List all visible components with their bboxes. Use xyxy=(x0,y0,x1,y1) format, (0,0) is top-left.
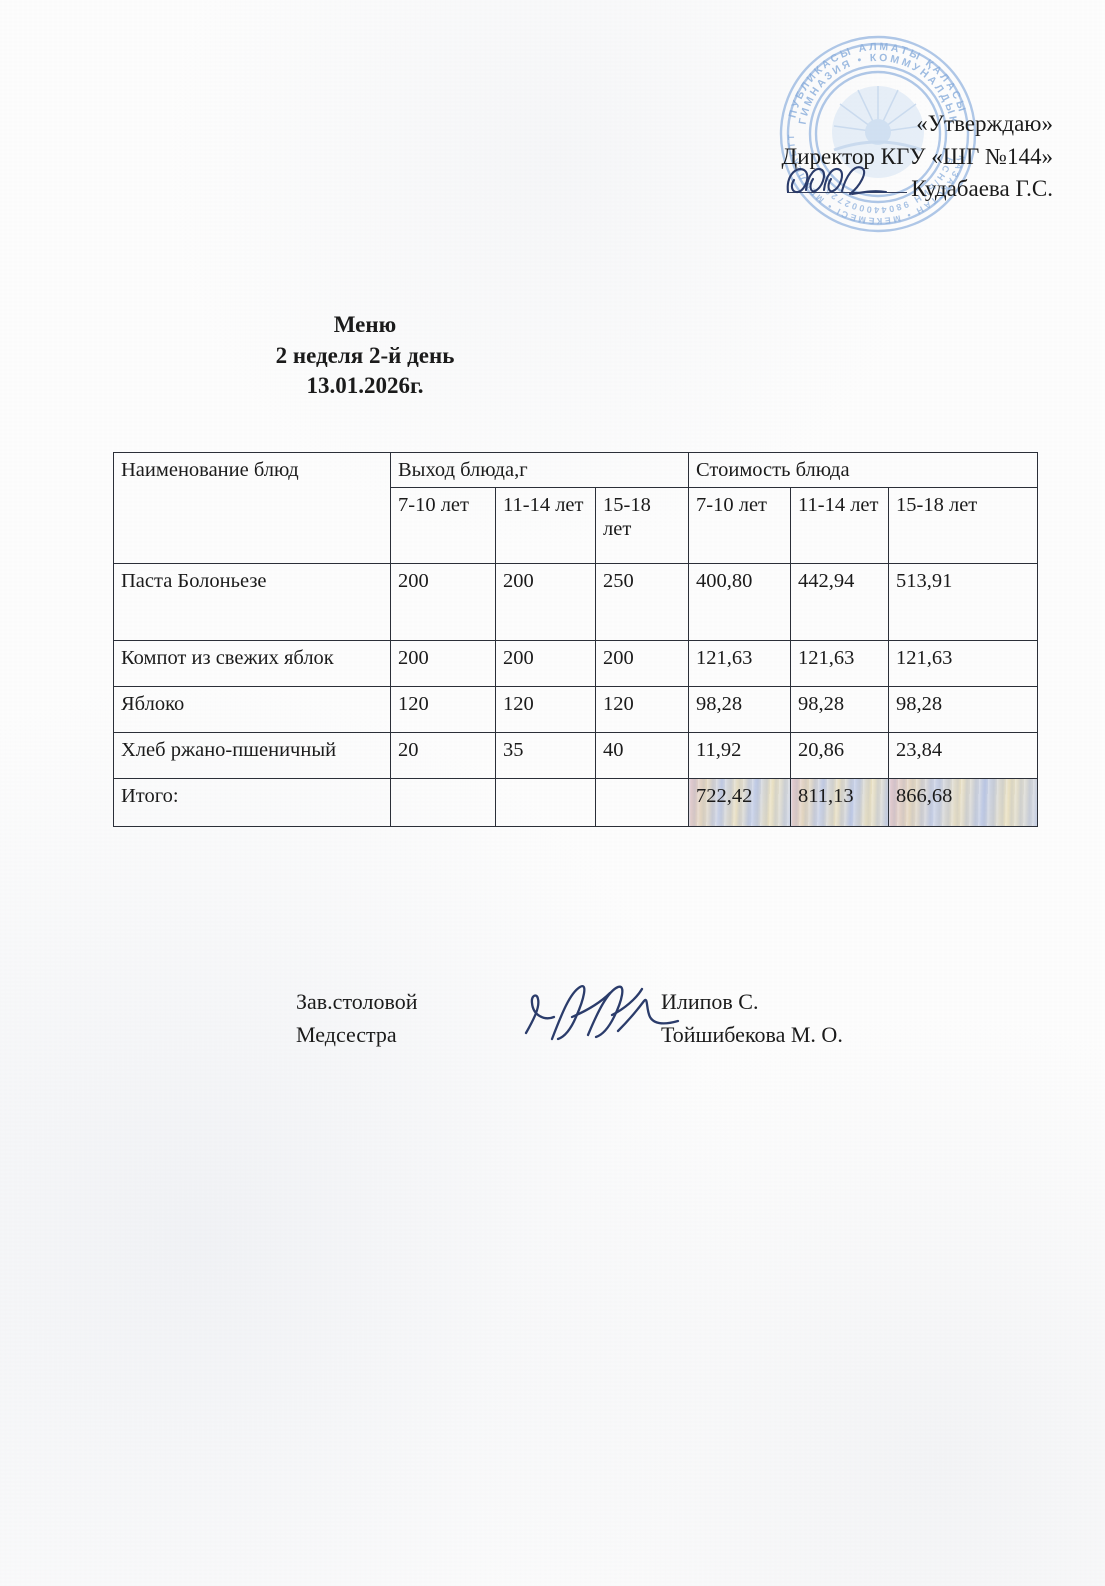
total-output-7-10 xyxy=(390,777,496,827)
table-header-row-top: Наименование блюд Выход блюда,г Стоимост… xyxy=(113,452,1039,564)
header-output-age-15-18: 15-18 лет xyxy=(594,486,690,564)
output-7-10: 120 xyxy=(390,685,496,733)
total-cost-11-14: 811,13 xyxy=(790,777,890,827)
total-cost-7-10: 722,42 xyxy=(688,777,792,827)
signature-rule xyxy=(787,192,908,194)
approval-line-2: Директор КГУ «ШГ №144» xyxy=(781,143,1053,169)
title-line-menu: Меню xyxy=(333,312,397,337)
approval-line-1: «Утверждаю» xyxy=(916,111,1053,136)
cost-7-10: 11,92 xyxy=(688,731,792,779)
output-15-18: 120 xyxy=(594,685,690,733)
approval-block: «Утверждаю» Директор КГУ «ШГ №144» Кудаб… xyxy=(782,108,1053,206)
output-7-10: 200 xyxy=(390,639,496,687)
table-row: Яблоко 120 120 120 98,28 98,28 98,28 xyxy=(113,685,1039,733)
signature-roles: Зав.столовой Медсестра xyxy=(296,985,417,1051)
table-row: Хлеб ржано-пшеничный 20 35 40 11,92 20,8… xyxy=(113,731,1039,779)
header-output-age-7-10: 7-10 лет xyxy=(390,486,496,564)
role-canteen-head: Зав.столовой xyxy=(296,989,418,1014)
cost-15-18: 121,63 xyxy=(888,639,1039,687)
output-7-10: 200 xyxy=(390,562,496,641)
header-cost-age-7-10: 7-10 лет xyxy=(688,486,792,564)
total-cost-15-18: 866,68 xyxy=(888,777,1039,827)
dish-name: Паста Болоньезе xyxy=(113,562,391,641)
output-15-18: 200 xyxy=(594,639,690,687)
total-output-11-14 xyxy=(495,777,596,827)
table-row: Компот из свежих яблок 200 200 200 121,6… xyxy=(113,639,1039,687)
approval-signature-line: Кудабаева Г.С. xyxy=(782,173,1053,206)
cost-11-14: 98,28 xyxy=(790,685,890,733)
cost-15-18: 98,28 xyxy=(888,685,1039,733)
title-line-date: 13.01.2026г. xyxy=(306,373,424,399)
table-total-row: Итого: 722,42 811,13 866,68 xyxy=(113,777,1039,827)
header-output-group: Выход блюда,г xyxy=(389,452,690,488)
total-output-15-18 xyxy=(594,777,690,827)
director-name: Кудабаева Г.С. xyxy=(911,176,1053,202)
cost-7-10: 400,80 xyxy=(688,562,792,641)
header-cost-age-15-18: 15-18 лет xyxy=(888,486,1039,564)
cost-15-18: 513,91 xyxy=(888,562,1039,641)
name-nurse: Тойшибекова М. О. xyxy=(661,1022,843,1047)
table-row: Паста Болоньезе 200 200 250 400,80 442,9… xyxy=(113,562,1039,641)
cost-11-14: 121,63 xyxy=(790,639,890,687)
output-11-14: 35 xyxy=(495,731,596,779)
output-11-14: 200 xyxy=(495,639,596,687)
output-11-14: 200 xyxy=(495,562,596,641)
header-dish-name: Наименование блюд xyxy=(113,452,391,564)
signature-names: Илипов С. Тойшибекова М. О. xyxy=(661,985,843,1051)
role-nurse: Медсестра xyxy=(296,1022,397,1047)
output-15-18: 40 xyxy=(594,731,690,779)
dish-name: Хлеб ржано-пшеничный xyxy=(113,731,391,779)
cost-11-14: 442,94 xyxy=(790,562,890,641)
document-title: Меню 2 неделя 2-й день 13.01.2026г. xyxy=(0,310,730,402)
cost-7-10: 121,63 xyxy=(688,639,792,687)
header-output-age-11-14: 11-14 лет xyxy=(495,486,596,564)
title-line-week-day: 2 неделя 2-й день xyxy=(275,342,455,368)
cost-15-18: 23,84 xyxy=(888,731,1039,779)
total-label: Итого: xyxy=(113,777,391,827)
name-canteen-head: Илипов С. xyxy=(661,989,759,1014)
output-7-10: 20 xyxy=(390,731,496,779)
cost-11-14: 20,86 xyxy=(790,731,890,779)
dish-name: Компот из свежих яблок xyxy=(113,639,391,687)
header-cost-age-11-14: 11-14 лет xyxy=(790,486,890,564)
output-11-14: 120 xyxy=(495,685,596,733)
menu-table: Наименование блюд Выход блюда,г Стоимост… xyxy=(113,452,1039,827)
output-15-18: 250 xyxy=(594,562,690,641)
cost-7-10: 98,28 xyxy=(688,685,792,733)
dish-name: Яблоко xyxy=(113,685,391,733)
menu-table-container: Наименование блюд Выход блюда,г Стоимост… xyxy=(113,452,1039,827)
table-header-row-ages: 7-10 лет 11-14 лет 15-18 лет 7-10 лет 11… xyxy=(114,486,1039,564)
header-cost-group: Стоимость блюда xyxy=(688,452,1039,488)
